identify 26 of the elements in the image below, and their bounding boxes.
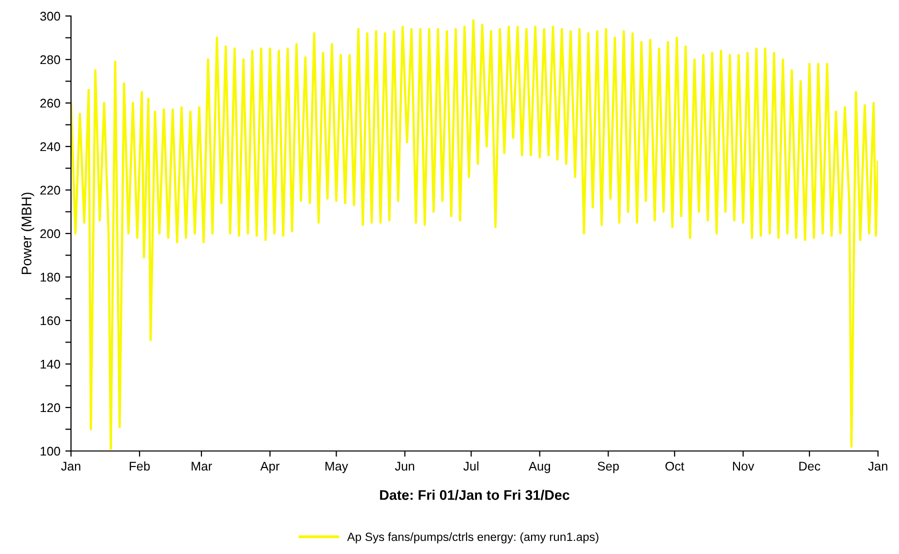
y-axis-title: Power (MBH) bbox=[21, 192, 34, 274]
y-tick-label: 260 bbox=[40, 98, 60, 108]
x-tick-label: Feb bbox=[130, 461, 150, 471]
y-tick-label: 180 bbox=[40, 272, 60, 282]
y-tick-label: 240 bbox=[40, 142, 60, 152]
legend-label: Ap Sys fans/pumps/ctrls energy: (amy run1.aps) bbox=[347, 532, 598, 544]
x-tick-label: Jul bbox=[463, 461, 478, 471]
x-tick-label: Jun bbox=[394, 462, 414, 471]
x-tick-label: Oct bbox=[665, 462, 684, 471]
x-tick-label: Mar bbox=[192, 462, 212, 471]
y-tick-label: 200 bbox=[40, 229, 60, 238]
y-tick-label: 280 bbox=[40, 55, 60, 64]
y-tick-label: 300 bbox=[40, 12, 60, 21]
x-tick-label: May bbox=[326, 462, 348, 474]
x-tick-label: Jan bbox=[61, 462, 80, 471]
y-tick-label: 160 bbox=[40, 316, 60, 326]
x-tick-label: Aug bbox=[528, 462, 550, 474]
x-tick-label: Sep bbox=[598, 462, 619, 474]
y-tick-label: 120 bbox=[40, 403, 60, 412]
x-tick-label: Nov bbox=[733, 462, 754, 471]
x-axis-title: Date: Fri 01/Jan to Fri 31/Dec bbox=[380, 490, 570, 500]
y-tick-label: 140 bbox=[40, 360, 60, 369]
x-tick-label: Dec bbox=[799, 462, 820, 471]
x-tick-label: Apr bbox=[260, 462, 280, 474]
y-tick-label: 100 bbox=[40, 446, 60, 456]
y-tick-label: 220 bbox=[40, 186, 60, 195]
